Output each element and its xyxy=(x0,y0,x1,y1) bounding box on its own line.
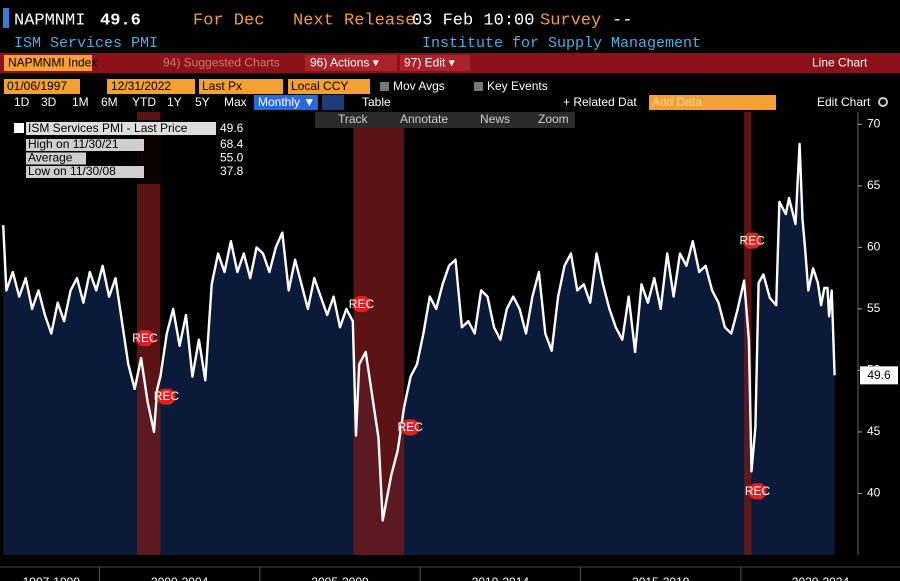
y-tick-label: 40 xyxy=(867,486,881,500)
period-button[interactable]: 1D xyxy=(14,95,30,109)
recession-label: REC xyxy=(739,233,765,247)
legend-label: Low on 11/30/08 xyxy=(28,164,116,178)
legend-label: Average xyxy=(28,151,73,165)
mov-avgs[interactable]: Mov Avgs xyxy=(393,79,445,93)
currency[interactable]: Local CCY xyxy=(291,79,348,93)
start-date[interactable]: 01/06/1997 xyxy=(7,79,67,93)
y-tick-label: 60 xyxy=(867,240,881,254)
tool-button[interactable]: Zoom xyxy=(538,112,569,126)
actions-button[interactable] xyxy=(305,55,397,71)
table[interactable]: Table xyxy=(362,95,391,109)
recession-marker xyxy=(157,388,176,405)
frequency[interactable]: Monthly ▼ xyxy=(258,95,315,109)
recession-label: REC xyxy=(745,484,771,498)
legend-label: High on 11/30/21 xyxy=(28,137,119,151)
y-tick-label: 65 xyxy=(867,178,881,192)
add-data-field[interactable] xyxy=(649,95,776,110)
edit-button[interactable] xyxy=(400,55,470,71)
field-select[interactable] xyxy=(199,79,283,94)
edit-chart[interactable]: Edit Chart xyxy=(817,95,871,109)
x-group-label: 2005-2009 xyxy=(311,575,369,581)
recession-label: REC xyxy=(349,297,375,311)
period-button[interactable]: 6M xyxy=(101,95,118,109)
key-events[interactable]: Key Events xyxy=(487,79,548,93)
chart-icon[interactable] xyxy=(322,95,344,110)
legend-swatch xyxy=(14,123,24,133)
survey: -- xyxy=(612,11,632,30)
legend-value: 49.6 xyxy=(220,121,244,135)
legend-label-bg xyxy=(26,152,86,165)
legend-label-bg xyxy=(26,122,216,135)
last-price-tag-label: 49.6 xyxy=(867,368,891,382)
recession-marker xyxy=(743,232,762,249)
period: For Dec xyxy=(193,11,264,30)
checkbox[interactable] xyxy=(474,82,483,91)
suggested-charts[interactable]: 94) Suggested Charts xyxy=(163,56,280,70)
period-button[interactable]: 3D xyxy=(41,95,57,109)
x-group-label: 2020-2024 xyxy=(792,575,850,581)
legend-label: ISM Services PMI - Last Price xyxy=(28,121,188,135)
tool-bar xyxy=(315,112,575,128)
recession-marker xyxy=(748,483,767,500)
edit[interactable]: 97) Edit ▾ xyxy=(404,56,455,70)
x-group-label: 1997-1999 xyxy=(23,575,81,581)
y-tick-label: 45 xyxy=(867,424,881,438)
field[interactable]: Last Px xyxy=(202,79,242,93)
x-group-label: 2010-2014 xyxy=(472,575,530,581)
related-data[interactable]: + Related Dat xyxy=(563,95,637,109)
view-type[interactable]: Line Chart xyxy=(812,56,868,70)
security[interactable]: NAPMNMI Index xyxy=(8,56,97,70)
recession-label: REC xyxy=(397,420,423,434)
last-price: 49.6 xyxy=(100,11,141,30)
y-tick-label: 70 xyxy=(867,116,881,130)
period-button[interactable]: YTD xyxy=(132,95,156,109)
recession-marker xyxy=(401,419,420,436)
period-button[interactable]: 5Y xyxy=(195,95,210,109)
settings-icon[interactable] xyxy=(878,97,888,107)
checkbox[interactable] xyxy=(380,82,389,91)
frequency-button[interactable] xyxy=(254,95,318,110)
legend-value: 68.4 xyxy=(220,137,244,151)
x-group-label: 2015-2019 xyxy=(632,575,690,581)
legend-value: 37.8 xyxy=(220,164,244,178)
source: Institute for Supply Management xyxy=(422,35,701,52)
end-date-field[interactable] xyxy=(107,79,195,94)
security-field[interactable] xyxy=(4,55,92,71)
recession-label: REC xyxy=(154,389,180,403)
subtitle: ISM Services PMI xyxy=(14,35,158,52)
next-release: 03 Feb 10:00 xyxy=(412,11,534,30)
ticker: NAPMNMI xyxy=(14,11,85,30)
recession-marker xyxy=(135,330,154,347)
area xyxy=(3,144,835,555)
last-price-tag xyxy=(860,366,898,385)
recession-band xyxy=(353,112,405,555)
tool-button[interactable]: Annotate xyxy=(400,112,448,126)
add-data[interactable]: Add Data xyxy=(652,95,702,109)
survey-label: Survey xyxy=(540,11,601,30)
tool-button[interactable]: Track xyxy=(338,112,369,126)
currency-select[interactable] xyxy=(288,79,370,94)
legend-value: 55.0 xyxy=(220,151,244,165)
next-release-label: Next Release xyxy=(293,11,415,30)
legend-label-bg xyxy=(26,139,144,151)
actions[interactable]: 96) Actions ▾ xyxy=(310,56,379,70)
period-button[interactable]: 1Y xyxy=(167,95,182,109)
legend-label-bg xyxy=(26,166,144,178)
period-button[interactable]: 1M xyxy=(72,95,89,109)
period-button[interactable]: Max xyxy=(224,95,247,109)
ticker-marker xyxy=(3,8,9,28)
tool-button[interactable]: News xyxy=(480,112,510,126)
end-date[interactable]: 12/31/2022 xyxy=(111,79,171,93)
line xyxy=(2,142,836,522)
x-group-label: 2000-2004 xyxy=(151,575,209,581)
start-date-field[interactable] xyxy=(4,79,80,94)
recession-label: REC xyxy=(132,331,158,345)
recession-marker xyxy=(352,296,371,313)
y-tick-label: 55 xyxy=(867,301,881,315)
